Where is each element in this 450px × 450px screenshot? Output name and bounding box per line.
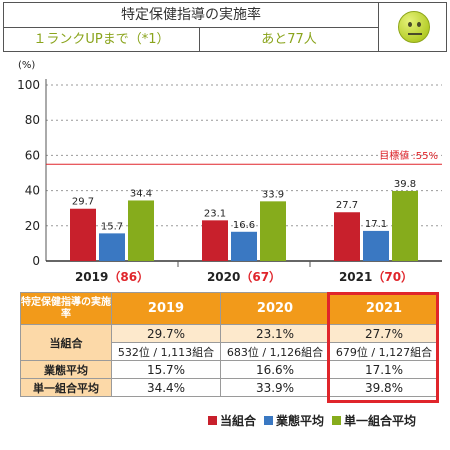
data-label: 15.7 [101, 221, 123, 232]
legend-item: 単一組合平均 [332, 412, 416, 429]
bar [128, 200, 154, 261]
neutral-face-icon [398, 11, 430, 43]
bar [392, 190, 418, 261]
legend-swatch [264, 415, 274, 425]
table-cell: 34.4% [111, 378, 221, 397]
bar [70, 208, 96, 261]
x-tick-label: 2020（67） [207, 269, 281, 284]
y-tick-label: 100 [17, 78, 40, 92]
bar [363, 230, 389, 261]
legend-swatch [332, 415, 342, 425]
data-label: 39.8 [394, 179, 416, 190]
remaining-count: あと77人 [261, 32, 317, 47]
table-cell-rank: 679位 / 1,127組合 [329, 342, 439, 361]
bar [334, 212, 360, 261]
table-cell: 39.8% [329, 378, 439, 397]
status-box [378, 2, 447, 52]
row-label-industry: 業態平均 [20, 360, 112, 379]
bar-chart: (%) 0 20 40 60 80 100 目標値 :55% 29.7 15.7 34.4 2019（… [17, 60, 442, 284]
table-cell: 15.7% [111, 360, 221, 379]
data-label: 27.7 [336, 200, 358, 211]
legend-label: 業態平均 [276, 413, 325, 428]
table-year-header: 2019 [111, 292, 221, 325]
bar [202, 220, 228, 261]
row-label-single: 単一組合平均 [20, 378, 112, 397]
data-label: 34.4 [130, 188, 152, 199]
y-unit-label: (%) [18, 60, 35, 71]
bar [231, 231, 257, 261]
table-cell: 27.7% [329, 324, 439, 343]
x-tick-label: 2019（86） [75, 269, 149, 284]
data-label: 16.6 [233, 220, 255, 231]
y-tick-label: 40 [25, 184, 40, 198]
data-label: 33.9 [262, 189, 284, 200]
legend-swatch [208, 415, 217, 425]
table-cell-rank: 683位 / 1,126組合 [220, 342, 330, 361]
y-tick-label: 0 [32, 254, 40, 268]
table-cell: 17.1% [329, 360, 439, 379]
y-tick-label: 60 [25, 148, 40, 162]
data-label: 29.7 [72, 197, 94, 208]
x-tick-label: 2021（70） [339, 269, 413, 284]
row-label-own: 当組合 [20, 324, 112, 361]
table-cell: 33.9% [220, 378, 330, 397]
legend: 当組合 業態平均 単一組合平均 [200, 412, 416, 428]
table-cell: 23.1% [220, 324, 330, 343]
legend-label: 単一組合平均 [344, 413, 417, 428]
page-title: 特定保健指導の実施率 [4, 3, 378, 28]
table-year-header: 2020 [220, 292, 330, 325]
rank-up-label: １ランクUPまで（*1） [4, 28, 200, 51]
bar [260, 201, 286, 261]
data-table: 特定保健指導の実施率 2019 2020 2021 当組合 29.7% 23.1… [20, 292, 439, 397]
bar [99, 233, 125, 261]
table-cell: 16.6% [220, 360, 330, 379]
table-cell-rank: 532位 / 1,113組合 [111, 342, 221, 361]
header-box: 特定保健指導の実施率 １ランクUPまで（*1） あと77人 [3, 2, 379, 52]
legend-item: 当組合 [208, 412, 256, 429]
y-tick-label: 80 [25, 113, 40, 127]
table-cell: 29.7% [111, 324, 221, 343]
highlight-frame-2021 [327, 292, 439, 403]
legend-label: 当組合 [220, 413, 257, 428]
table-corner-label: 特定保健指導の実施率 [20, 292, 112, 325]
y-tick-label: 20 [25, 219, 40, 233]
legend-item: 業態平均 [264, 412, 324, 429]
target-label: 目標値 :55% [379, 149, 438, 162]
data-label: 17.1 [365, 219, 387, 230]
data-label: 23.1 [204, 208, 226, 219]
